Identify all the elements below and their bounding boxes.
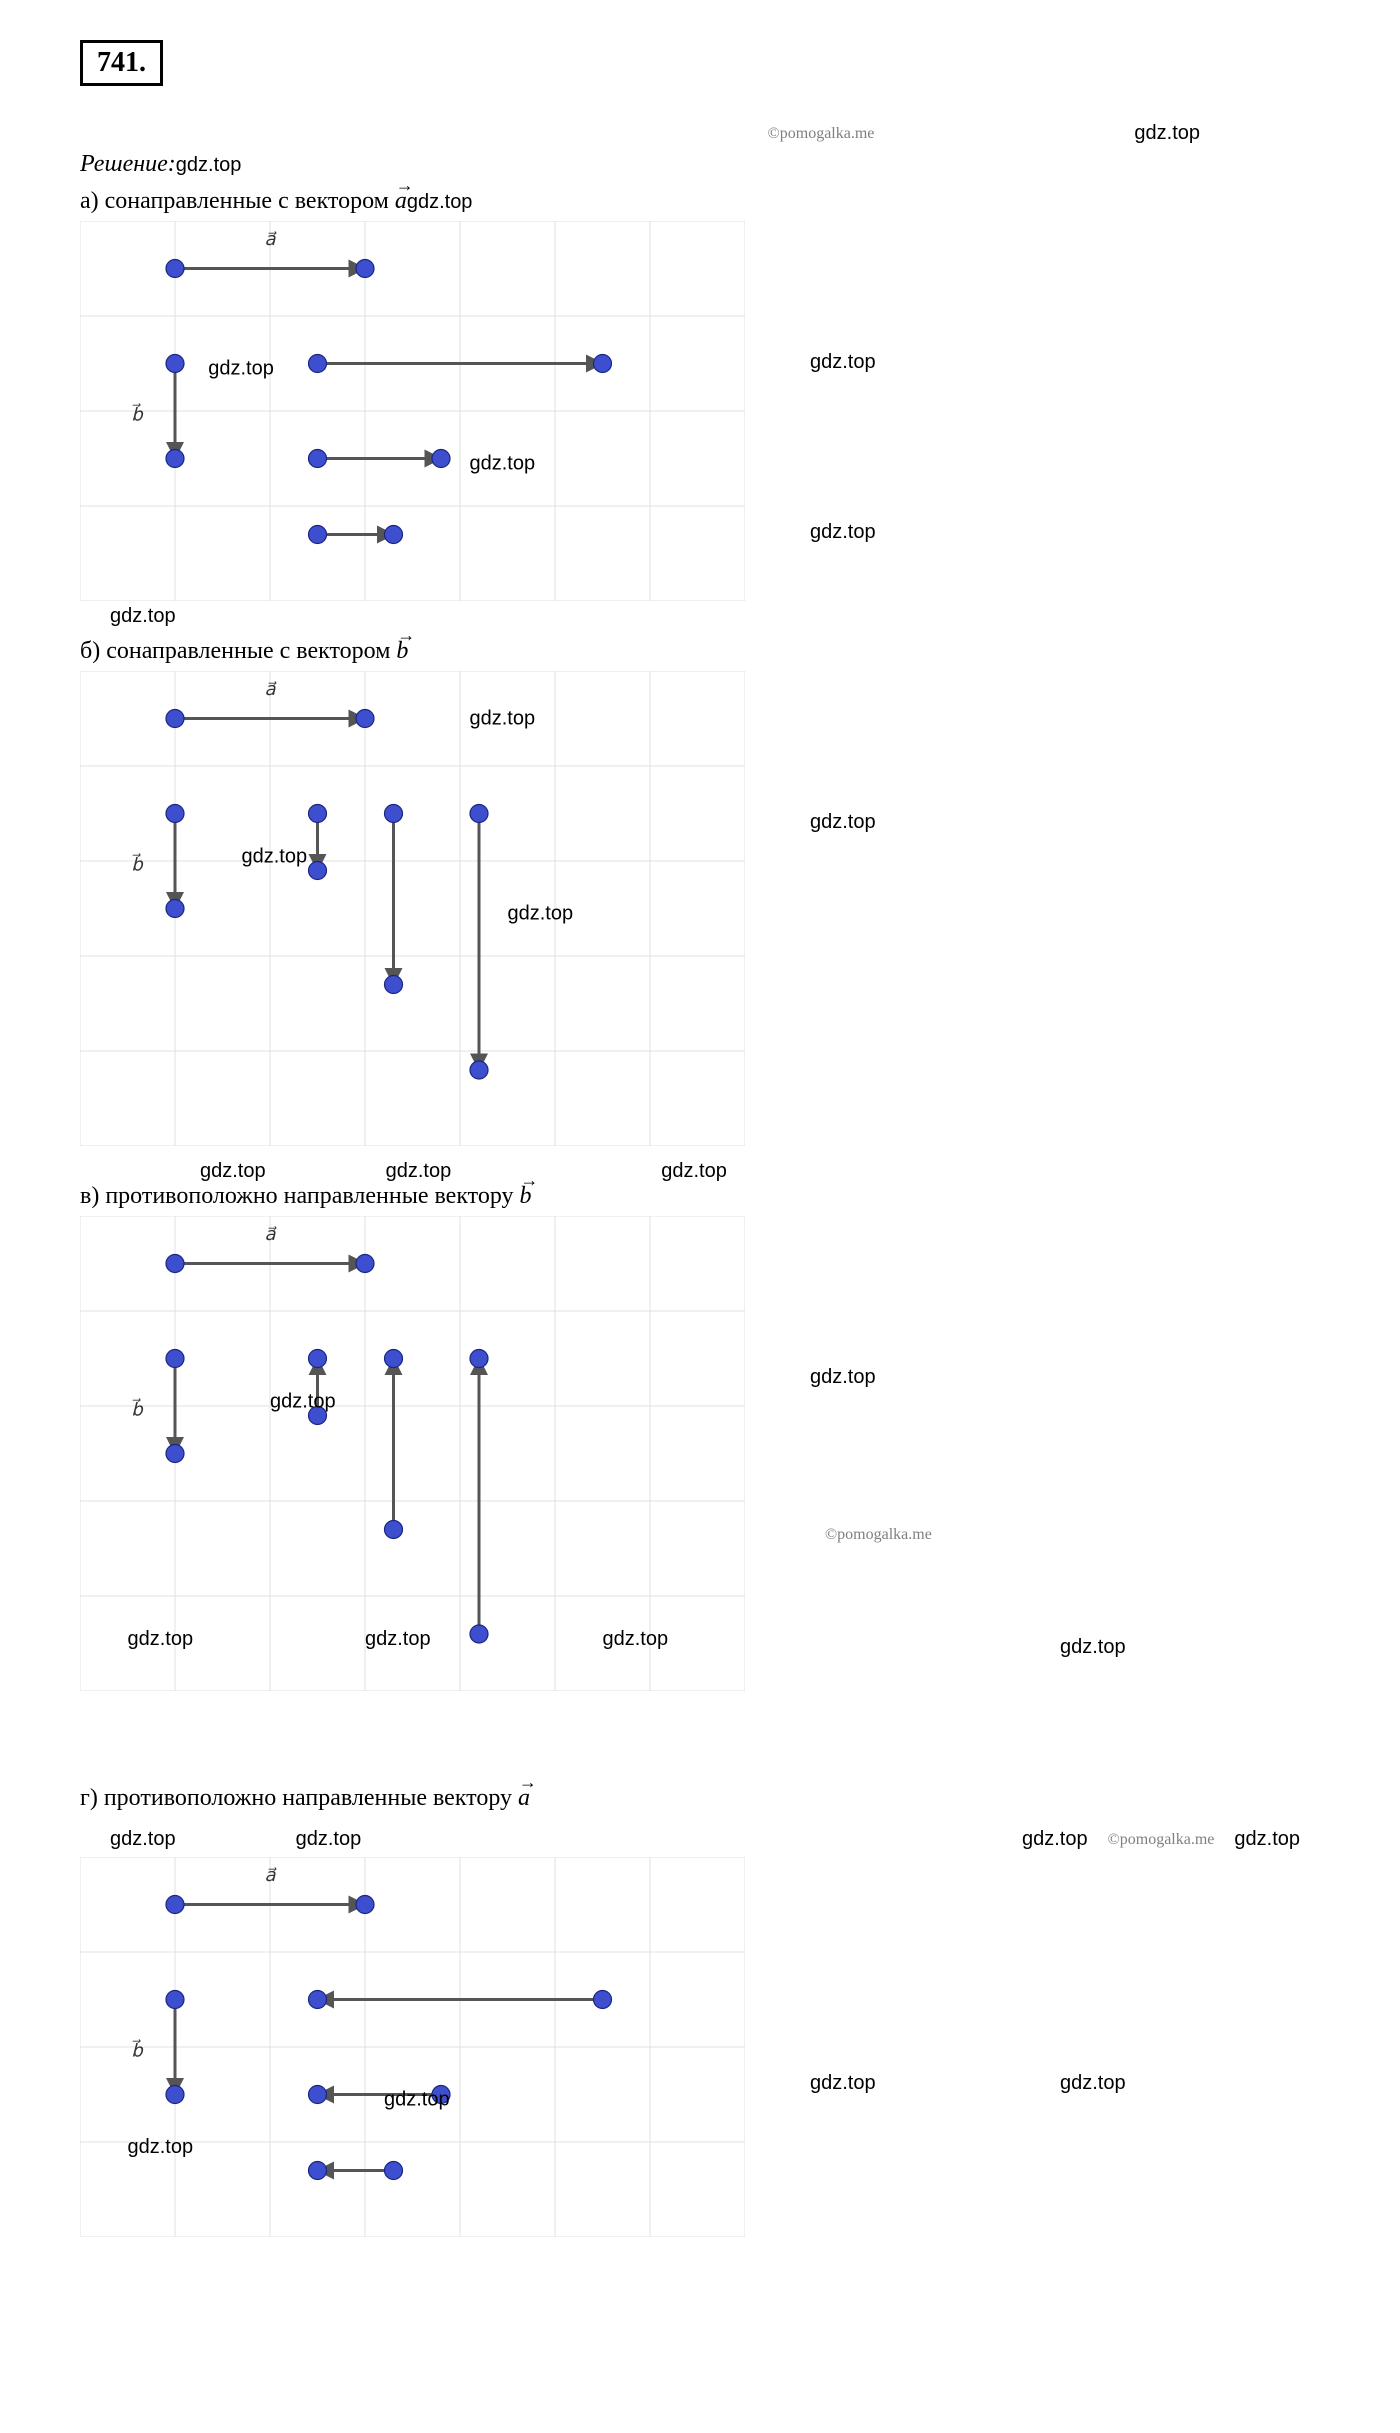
section-d-label: г) противоположно направленные вектору a — [80, 1785, 1320, 1812]
section-c-vector: b — [520, 1183, 532, 1210]
svg-text:gdz.top: gdz.top — [270, 1390, 336, 1412]
watermark-c-3: gdz.top — [661, 1160, 727, 1183]
problem-number: 741. — [80, 40, 163, 86]
watermark-d-2: gdz.top — [296, 1828, 362, 1851]
svg-text:b⃗: b⃗ — [131, 853, 144, 874]
solution-label: Решение: — [80, 151, 176, 177]
section-c-prefix: в) противоположно направленные вектору — [80, 1183, 520, 1209]
svg-text:gdz.top: gdz.top — [365, 1628, 431, 1650]
watermark-b-top: gdz.top — [110, 605, 176, 627]
svg-text:a⃗: a⃗ — [264, 1865, 277, 1885]
section-b-prefix: б) сонаправленные с вектором — [80, 638, 396, 664]
section-a-label: а) сонаправленные с вектором agdz.top — [80, 188, 1320, 215]
section-c-label: в) противоположно направленные вектору b — [80, 1183, 1320, 1210]
svg-text:b⃗: b⃗ — [131, 403, 144, 424]
svg-text:gdz.top: gdz.top — [470, 708, 536, 730]
svg-text:a⃗: a⃗ — [264, 229, 277, 249]
svg-text:gdz.top: gdz.top — [242, 845, 308, 867]
diagram-d: a⃗b⃗gdz.topgdz.topgdz.topgdz.top — [80, 1857, 1320, 2237]
section-b-vector: b — [396, 638, 408, 665]
watermark-c-2: gdz.top — [386, 1160, 452, 1183]
svg-text:gdz.top: gdz.top — [128, 2136, 194, 2158]
svg-text:gdz.top: gdz.top — [128, 1628, 194, 1650]
svg-text:b⃗: b⃗ — [131, 2039, 144, 2060]
top-row: ©pomogalka.me gdz.top — [80, 122, 1320, 145]
svg-text:b⃗: b⃗ — [131, 1398, 144, 1419]
section-a-prefix: а) сонаправленные с вектором — [80, 188, 395, 214]
svg-text:a⃗: a⃗ — [264, 1224, 277, 1244]
diagram-b: a⃗b⃗gdz.topgdz.topgdz.topgdz.top — [80, 671, 1320, 1146]
watermark-d-1: gdz.top — [110, 1828, 176, 1851]
diagram-a: a⃗b⃗gdz.topgdz.topgdz.topgdz.top — [80, 221, 1320, 601]
watermark-row-c: gdz.top gdz.top gdz.top — [200, 1160, 1320, 1183]
copyright-text: ©pomogalka.me — [768, 125, 875, 143]
watermark-solution: gdz.top — [176, 154, 242, 176]
diagram-c: a⃗b⃗gdz.topgdz.topgdz.topgdz.topgdz.topg… — [80, 1216, 1320, 1691]
svg-text:a⃗: a⃗ — [264, 679, 277, 699]
watermark-section-a: gdz.top — [407, 191, 473, 213]
section-b-label: б) сонаправленные с вектором b — [80, 638, 1320, 665]
watermark-c-1: gdz.top — [200, 1160, 266, 1183]
watermark-d-3: gdz.top — [1022, 1828, 1088, 1851]
svg-text:gdz.top: gdz.top — [470, 452, 536, 474]
svg-text:gdz.top: gdz.top — [508, 902, 574, 924]
section-a-vector: a — [395, 188, 407, 215]
svg-text:gdz.top: gdz.top — [603, 1628, 669, 1650]
svg-text:gdz.top: gdz.top — [384, 2088, 450, 2110]
watermark-d-4: gdz.top — [1234, 1828, 1300, 1851]
watermark-row-d: gdz.top gdz.top gdz.top ©pomogalka.me gd… — [80, 1828, 1320, 1851]
section-d-vector: a — [518, 1785, 530, 1812]
copyright-d: ©pomogalka.me — [1108, 1831, 1215, 1849]
section-d-prefix: г) противоположно направленные вектору — [80, 1785, 518, 1811]
watermark-top-right: gdz.top — [1134, 122, 1200, 145]
svg-text:gdz.top: gdz.top — [208, 357, 274, 379]
